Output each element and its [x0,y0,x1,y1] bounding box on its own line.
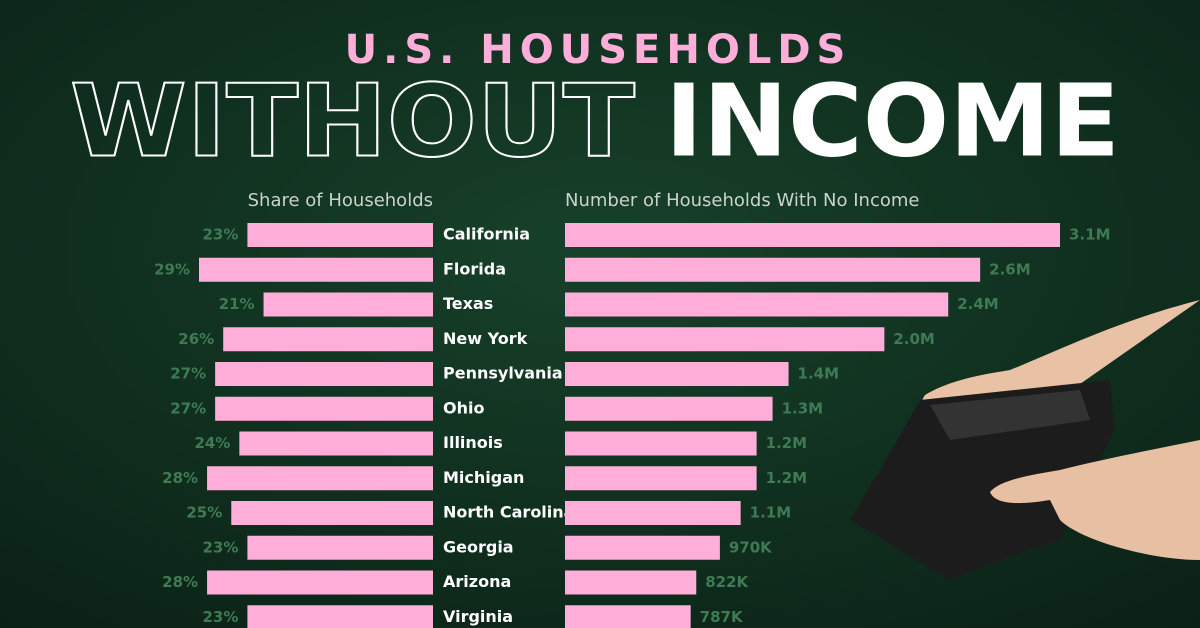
value-label: 27% [170,399,206,417]
value-label: 1.3M [782,399,824,417]
chart-title: U.S. HOUSEHOLDS [345,27,852,73]
bar [565,501,741,525]
value-label: 23% [203,608,239,626]
value-label: 3.1M [1069,226,1111,244]
value-label: 1.4M [798,365,840,383]
bar [199,257,433,282]
bar [215,396,433,421]
bar [263,292,433,317]
category-label: California [443,225,530,244]
value-label: 787K [700,608,744,626]
wallet-illustration [850,300,1200,580]
bar [565,257,981,282]
value-label: 2.4M [957,295,999,313]
value-label: 23% [203,226,239,244]
bar [207,466,433,491]
headline-outline: WITHOUT [70,62,635,179]
value-label: 1.2M [766,434,808,452]
category-label: Texas [443,294,493,313]
value-label: 29% [154,260,190,278]
category-label: North Carolina [443,503,574,522]
category-label: New York [443,329,528,348]
category-label: Florida [443,259,506,278]
category-label: Michigan [443,468,524,487]
bar [565,223,1060,247]
bar [239,431,433,456]
bar [247,223,433,247]
bar [231,501,433,525]
bar [215,362,433,386]
bar [565,466,757,491]
series-header: Number of Households With No Income [565,190,919,211]
bar [565,535,720,560]
bar [247,605,433,628]
bar [247,535,433,560]
category-label: Georgia [443,537,514,556]
value-label: 23% [203,538,239,556]
value-label: 2.0M [893,330,935,348]
headline-solid: INCOME [665,62,1120,179]
value-label: 26% [178,330,214,348]
value-label: 2.6M [989,260,1031,278]
category-label: Arizona [443,572,511,591]
value-label: 25% [186,504,222,522]
value-label: 970K [729,538,773,556]
bar [565,292,949,317]
bar [565,570,697,595]
bar [207,570,433,595]
bar [565,396,773,421]
category-label: Ohio [443,398,484,417]
bar [565,327,885,352]
value-label: 28% [162,469,198,487]
series-header: Share of Households [248,190,433,211]
value-label: 1.1M [750,504,792,522]
bar [565,362,789,386]
value-label: 24% [194,434,230,452]
bar [565,605,691,628]
category-label: Virginia [443,607,513,626]
value-label: 27% [170,365,206,383]
value-label: 28% [162,573,198,591]
bar [223,327,433,352]
category-label: Pennsylvania [443,364,563,383]
value-label: 1.2M [766,469,808,487]
category-label: Illinois [443,433,503,452]
value-label: 21% [219,295,255,313]
bar [565,431,757,456]
value-label: 822K [705,573,749,591]
